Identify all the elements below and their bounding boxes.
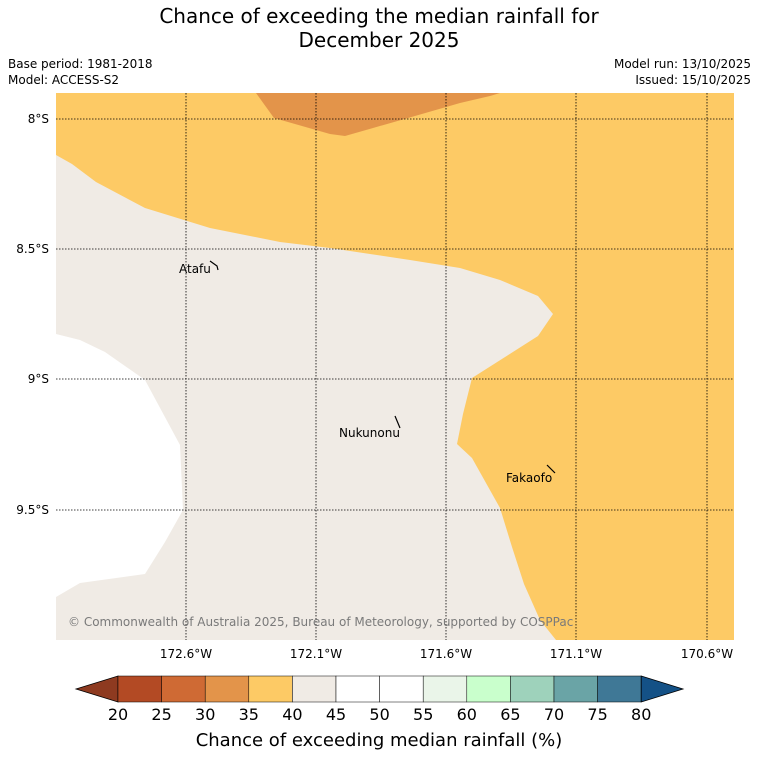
place-label-nukunonu: Nukunonu xyxy=(339,426,400,440)
colorbar-seg-40-45 xyxy=(292,675,337,703)
colorbar-seg-45-50 xyxy=(335,675,380,703)
colorbar-seg-20-25 xyxy=(117,675,162,703)
meta-left: Base period: 1981-2018 Model: ACCESS-S2 xyxy=(8,56,153,88)
colorbar-tick-75: 75 xyxy=(587,705,607,724)
gridlines xyxy=(56,93,734,640)
colorbar-extend-low xyxy=(74,675,119,703)
lat-label-9s: 9°S xyxy=(28,372,49,386)
lon-label-172-1w: 172.1°W xyxy=(290,647,342,661)
colorbar-tick-30: 30 xyxy=(195,705,215,724)
model-name: Model: ACCESS-S2 xyxy=(8,73,120,87)
colorbar-tick-25: 25 xyxy=(151,705,171,724)
colorbar xyxy=(74,675,685,703)
colorbar-seg-30-35 xyxy=(204,675,250,703)
region-35-40 xyxy=(56,93,734,640)
chart-title: Chance of exceeding the median rainfall … xyxy=(0,4,758,52)
place-label-atafu: Atafu xyxy=(179,262,211,276)
colorbar-tick-55: 55 xyxy=(413,705,433,724)
colorbar-tick-45: 45 xyxy=(326,705,346,724)
title-line-1: Chance of exceeding the median rainfall … xyxy=(159,4,599,28)
colorbar-tick-60: 60 xyxy=(457,705,477,724)
lat-label-8s: 8°S xyxy=(28,112,49,126)
colorbar-seg-25-30 xyxy=(161,675,206,703)
colorbar-seg-55-60 xyxy=(422,675,468,703)
copyright-text: © Commonwealth of Australia 2025, Bureau… xyxy=(68,615,573,629)
colorbar-tick-50: 50 xyxy=(369,705,389,724)
lat-label-8-5s: 8.5°S xyxy=(16,242,49,256)
lon-label-172-6w: 172.6°W xyxy=(160,647,212,661)
lon-labels: 172.6°W 172.1°W 171.6°W 171.1°W 170.6°W xyxy=(160,647,733,661)
colorbar-ticks: 20 25 30 35 40 45 50 55 60 65 70 75 80 xyxy=(108,705,652,724)
lat-label-9-5s: 9.5°S xyxy=(16,503,49,517)
title-line-2: December 2025 xyxy=(298,28,460,52)
lon-label-171-6w: 171.6°W xyxy=(420,647,472,661)
colorbar-tick-70: 70 xyxy=(544,705,564,724)
model-run: Model run: 13/10/2025 xyxy=(613,57,751,71)
colorbar-tick-65: 65 xyxy=(500,705,520,724)
atafu-island xyxy=(209,260,219,271)
colorbar-seg-35-40 xyxy=(248,675,293,703)
colorbar-seg-65-70 xyxy=(510,675,555,703)
base-period: Base period: 1981-2018 xyxy=(8,57,153,71)
place-label-fakaofo: Fakaofo xyxy=(506,471,552,485)
issued-date: Issued: 15/10/2025 xyxy=(635,73,751,87)
nukunonu-island xyxy=(394,415,401,429)
colorbar-title: Chance of exceeding median rainfall (%) xyxy=(195,730,563,751)
meta-right: Model run: 13/10/2025 Issued: 15/10/2025 xyxy=(614,56,751,88)
colorbar-seg-50-55 xyxy=(379,675,424,703)
region-30-35 xyxy=(256,93,500,136)
colorbar-tick-35: 35 xyxy=(239,705,259,724)
colorbar-tick-40: 40 xyxy=(282,705,302,724)
lon-label-171-1w: 171.1°W xyxy=(550,647,602,661)
fakaofo-island xyxy=(546,464,556,474)
lon-label-170-6w: 170.6°W xyxy=(681,647,733,661)
colorbar-tick-20: 20 xyxy=(108,705,128,724)
colorbar-seg-70-75 xyxy=(553,675,598,703)
colorbar-seg-60-65 xyxy=(466,675,511,703)
colorbar-extend-high xyxy=(640,675,685,703)
colorbar-seg-75-80 xyxy=(597,675,642,703)
lat-labels: 8°S 8.5°S 9°S 9.5°S xyxy=(16,112,49,517)
colorbar-tick-80: 80 xyxy=(631,705,651,724)
map-area: Atafu Nukunonu Fakaofo © Commonwealth of… xyxy=(56,93,734,640)
